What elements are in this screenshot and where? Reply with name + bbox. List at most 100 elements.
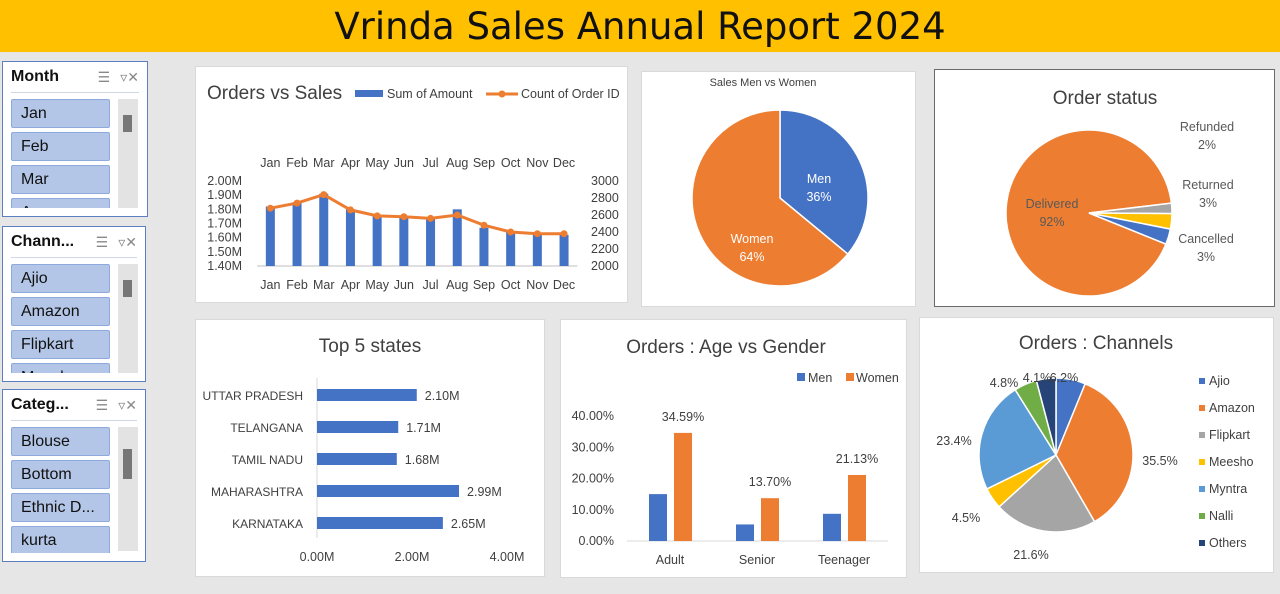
bottom-month-label: Jan	[260, 278, 280, 292]
slicer-item-feb[interactable]: Feb	[11, 132, 110, 161]
men-bar	[823, 513, 841, 541]
amount-bar	[559, 234, 569, 266]
channel-percent-label: 21.6%	[1013, 548, 1048, 562]
y-right-tick: 2600	[591, 208, 619, 222]
x-tick: 0.00M	[300, 550, 335, 564]
state-label: TELANGANA	[230, 421, 303, 435]
legend-swatch-meesho	[1199, 459, 1205, 465]
slicer-item-amazon[interactable]: Amazon	[11, 297, 110, 326]
x-tick: 4.00M	[490, 550, 525, 564]
data-label-women: Women	[731, 232, 774, 246]
bottom-month-label: Jul	[423, 278, 439, 292]
slicer-item-apr[interactable]: Apr	[11, 198, 110, 208]
amount-bar	[479, 227, 489, 266]
slicer-item-jan[interactable]: Jan	[11, 99, 110, 128]
orders-channels-chart[interactable]: Orders : Channels 6.2% 35.5% 21.6% 4.5% 23.4%…	[919, 317, 1274, 573]
slicer-item-meesho[interactable]: Meesho	[11, 363, 110, 373]
orders-vs-sales-chart[interactable]: Orders vs Sales Sum of Amount Count of Ord…	[195, 66, 628, 303]
slicer-item-bottom[interactable]: Bottom	[11, 460, 110, 489]
chart-title: Orders : Channels	[1019, 333, 1173, 354]
channel-slicer[interactable]: Chann... ☰ ▿✕ Ajio Amazon Flipkart Meesh…	[2, 226, 146, 382]
top-month-label: Mar	[313, 156, 335, 170]
clear-filter-icon[interactable]: ▿✕	[118, 233, 137, 250]
slicer-item-ajio[interactable]: Ajio	[11, 264, 110, 293]
legend-label-amount: Sum of Amount	[387, 87, 473, 101]
state-value-label: 1.68M	[405, 453, 440, 467]
y-left-tick: 1.50M	[207, 245, 242, 259]
state-value-label: 2.10M	[425, 389, 460, 403]
top-5-states-chart[interactable]: Top 5 states UTTAR PRADESH 2.10M TELANGANA 1…	[195, 319, 545, 577]
status-slice-cancelled	[1088, 212, 1172, 246]
y-left-tick: 1.90M	[207, 188, 242, 202]
legend-swatch-flipkart	[1199, 432, 1205, 438]
slicer-header: Chann... ☰ ▿✕	[11, 227, 137, 258]
legend-label-flipkart: Flipkart	[1209, 428, 1251, 442]
slicer-title: Categ...	[11, 396, 69, 413]
orders-point	[560, 230, 568, 238]
channel-percent-label: 4.5%	[952, 511, 981, 525]
scrollbar-thumb[interactable]	[123, 280, 132, 297]
state-bar	[317, 517, 443, 529]
orders-point	[427, 214, 435, 222]
y-right-tick: 2800	[591, 191, 619, 205]
scrollbar-thumb[interactable]	[123, 115, 132, 132]
bottom-month-label: Aug	[446, 278, 468, 292]
state-bar	[317, 389, 417, 401]
slicer-scrollbar[interactable]	[118, 99, 138, 208]
men-bar	[649, 494, 667, 541]
amount-bar	[426, 217, 436, 266]
legend-label-myntra: Myntra	[1209, 482, 1247, 496]
men-bar	[736, 524, 754, 541]
top-month-label: Nov	[526, 156, 549, 170]
clear-filter-icon[interactable]: ▿✕	[118, 396, 137, 413]
legend-swatch-women	[846, 373, 854, 381]
channel-slice-flipkart	[998, 453, 1096, 533]
top-month-label: Feb	[286, 156, 308, 170]
slicer-scrollbar[interactable]	[118, 264, 138, 373]
gender-slice-women	[691, 109, 849, 287]
legend-marker-orders	[498, 90, 506, 98]
y-right-tick: 3000	[591, 174, 619, 188]
multi-select-icon[interactable]: ☰	[95, 396, 109, 413]
category-label: Senior	[739, 553, 775, 567]
data-value-delivered: 92%	[1039, 215, 1064, 229]
legend-label-women: Women	[856, 371, 899, 385]
chart-title: Orders : Age vs Gender	[626, 337, 826, 358]
bottom-month-label: Apr	[341, 278, 360, 292]
multi-select-icon[interactable]: ☰	[95, 233, 109, 250]
top-month-label: Jul	[423, 156, 439, 170]
category-slicer[interactable]: Categ... ☰ ▿✕ Blouse Bottom Ethnic D... …	[2, 389, 146, 562]
bottom-month-label: Feb	[286, 278, 308, 292]
slicer-item-mar[interactable]: Mar	[11, 165, 110, 194]
chart-title: Top 5 states	[319, 336, 421, 357]
orders-point	[507, 228, 515, 236]
legend-label-nalli: Nalli	[1209, 509, 1233, 523]
scrollbar-thumb[interactable]	[123, 449, 132, 479]
sales-men-women-chart[interactable]: Sales Men vs Women Men 36% Women 64%	[641, 71, 916, 307]
slicer-item-ethnic-dress[interactable]: Ethnic D...	[11, 493, 110, 522]
top-month-label: Dec	[553, 156, 575, 170]
state-value-label: 1.71M	[406, 421, 441, 435]
month-slicer[interactable]: Month ☰ ▿✕ Jan Feb Mar Apr	[2, 61, 148, 217]
slicer-header: Month ☰ ▿✕	[11, 62, 139, 93]
data-label-refunded: Refunded	[1180, 120, 1234, 134]
category-label: Adult	[656, 553, 685, 567]
slicer-item-kurta[interactable]: kurta	[11, 526, 110, 553]
y-tick: 40.00%	[572, 409, 614, 423]
top-month-label: Jan	[260, 156, 280, 170]
y-tick: 0.00%	[579, 534, 614, 548]
y-tick: 10.00%	[572, 503, 614, 517]
channel-percent-label: 35.5%	[1142, 454, 1177, 468]
order-status-chart[interactable]: Order status Delivered 92% Refunded 2% Return…	[934, 69, 1275, 307]
amount-bar	[372, 215, 382, 266]
age-vs-gender-chart[interactable]: Orders : Age vs Gender Men Women 40.00% 30.0…	[560, 319, 907, 578]
legend-label-others: Others	[1209, 536, 1247, 550]
multi-select-icon[interactable]: ☰	[97, 68, 111, 85]
slicer-item-blouse[interactable]: Blouse	[11, 427, 110, 456]
slicer-scrollbar[interactable]	[118, 427, 138, 551]
women-value-label: 13.70%	[749, 475, 791, 489]
amount-bar	[292, 202, 302, 266]
slicer-item-flipkart[interactable]: Flipkart	[11, 330, 110, 359]
clear-filter-icon[interactable]: ▿✕	[120, 68, 139, 85]
state-bar	[317, 453, 397, 465]
